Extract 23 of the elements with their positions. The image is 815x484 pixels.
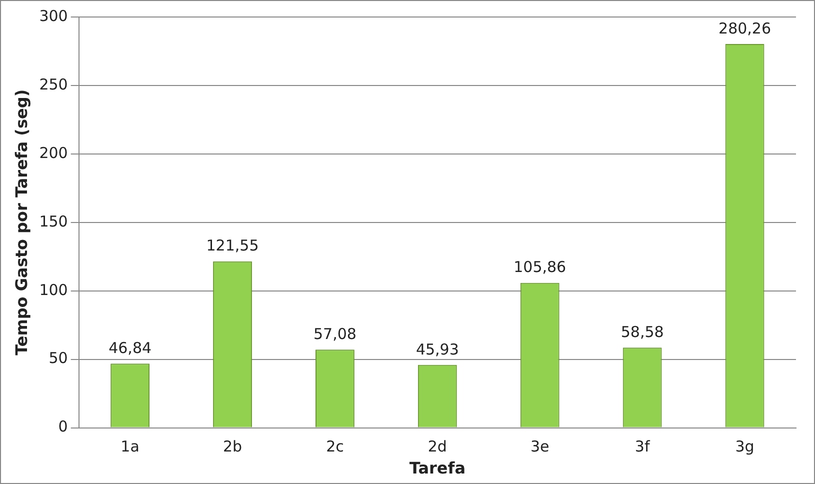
y-tick-label: 0 — [58, 418, 68, 436]
x-tick-label: 1a — [120, 438, 140, 456]
x-tick-label: 2d — [428, 438, 447, 456]
y-tick-label: 50 — [48, 349, 68, 368]
y-tick-label: 150 — [39, 212, 68, 230]
data-label: 45,93 — [416, 340, 459, 358]
y-tick-label: 200 — [39, 144, 68, 162]
y-tick-label: 250 — [39, 75, 68, 94]
y-tick-label: 100 — [39, 280, 68, 299]
data-label: 58,58 — [620, 322, 664, 341]
x-tick-label: 2b — [222, 438, 242, 456]
y-axis-title: Tempo Gasto por Tarefa (seg) — [12, 89, 31, 356]
data-label: 105,86 — [514, 258, 566, 276]
x-tick-label: 3f — [634, 438, 650, 456]
data-label: 57,08 — [313, 325, 356, 344]
data-label: 280,26 — [718, 19, 772, 38]
x-axis-title: Tarefa — [409, 458, 466, 478]
x-tick-label: 2c — [326, 438, 344, 456]
data-label: 121,55 — [206, 236, 259, 255]
y-tick-label: 300 — [39, 6, 68, 25]
x-tick-label: 3e — [530, 438, 550, 456]
data-label: 46,84 — [108, 339, 152, 358]
x-tick-label: 3g — [735, 438, 754, 456]
